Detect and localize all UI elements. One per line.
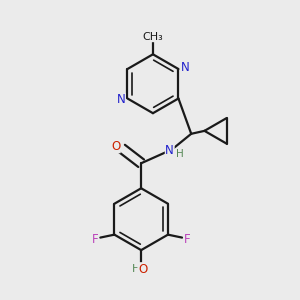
Text: N: N bbox=[165, 144, 174, 157]
Text: N: N bbox=[181, 61, 189, 74]
Text: O: O bbox=[111, 140, 120, 153]
Text: CH₃: CH₃ bbox=[142, 32, 163, 42]
Text: O: O bbox=[138, 263, 147, 276]
Text: H: H bbox=[176, 149, 184, 159]
Text: H: H bbox=[132, 264, 140, 274]
Text: F: F bbox=[184, 232, 190, 246]
Text: F: F bbox=[92, 232, 99, 246]
Text: N: N bbox=[117, 93, 125, 106]
